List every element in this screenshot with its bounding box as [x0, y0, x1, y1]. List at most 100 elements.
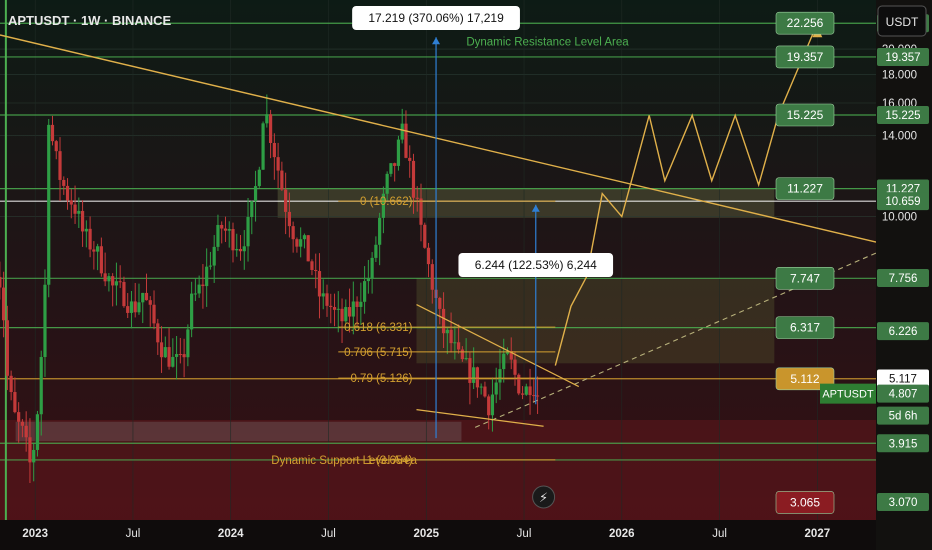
candle-body — [284, 189, 288, 212]
candle-body — [460, 349, 464, 360]
chart-badge-label: 19.357 — [787, 50, 824, 64]
chart-title: APTUSDT · 1W · BINANCE — [8, 13, 172, 28]
y-tick-label: 10.000 — [882, 212, 917, 224]
candle-body — [490, 394, 495, 416]
candle-body — [223, 228, 228, 231]
candle-body — [472, 367, 476, 383]
candle-body — [65, 185, 70, 201]
candle-body — [295, 239, 299, 247]
candle-body — [359, 301, 363, 307]
candle-body — [141, 292, 145, 303]
axis-badge-label: 10.659 — [885, 196, 920, 208]
fib-label: 0.706 (5.715) — [344, 347, 413, 359]
candle-body — [5, 320, 9, 376]
candle-body — [498, 369, 502, 383]
y-tick-label: 14.000 — [882, 130, 917, 142]
measure-arrow-mid — [531, 204, 540, 212]
candle-body — [156, 323, 160, 343]
x-tick-label: 2027 — [805, 528, 831, 540]
x-tick-label: 2023 — [22, 528, 48, 540]
resistance-trendline — [0, 34, 877, 243]
candle-body — [231, 229, 235, 251]
candle-body — [69, 200, 73, 205]
candle-body — [329, 305, 333, 308]
candle-body — [505, 351, 510, 354]
candle-body — [411, 160, 416, 198]
candle-body — [178, 354, 182, 356]
candle-body — [370, 257, 374, 279]
candle-body — [408, 157, 412, 161]
candle-body — [50, 124, 55, 142]
currency-button-label: USDT — [886, 15, 919, 29]
candles-layer — [0, 94, 540, 483]
candle-body — [193, 293, 197, 295]
candle-body — [419, 198, 423, 225]
axis-badge — [877, 322, 929, 341]
candle-body — [220, 224, 224, 229]
candle-body — [509, 351, 513, 360]
candle-body — [92, 249, 96, 252]
measure-arrow-top — [432, 37, 441, 45]
candle-body — [404, 123, 408, 158]
y-tick-label: 18.000 — [882, 70, 917, 82]
chart-badge — [775, 367, 835, 391]
candle-body — [73, 204, 77, 214]
symbol-tag-label: APTUSDT — [822, 389, 874, 401]
candle-body — [24, 425, 28, 438]
candle-body — [299, 239, 303, 247]
time-axis-panel — [0, 520, 876, 550]
candle-body — [317, 271, 322, 297]
candle-body — [62, 179, 66, 186]
wedge-lower-line — [416, 409, 544, 427]
candle-body — [494, 382, 498, 395]
candle-body — [396, 139, 401, 166]
chart-badge-label: 5.112 — [790, 372, 819, 386]
candle-body — [291, 226, 295, 240]
candle-body — [35, 414, 40, 450]
candle-body — [238, 248, 243, 252]
axis-badge — [877, 493, 929, 512]
x-tick-label: 2025 — [413, 528, 439, 540]
candle-body — [265, 114, 269, 124]
axis-badge — [877, 47, 929, 66]
axis-badge — [877, 105, 929, 124]
candle-body — [400, 123, 404, 140]
candle-body — [502, 353, 506, 370]
candle-body — [453, 342, 457, 344]
candle-body — [385, 173, 389, 194]
candle-body — [171, 356, 175, 367]
currency-button[interactable]: USDT — [877, 5, 927, 37]
resistance-area-label: Dynamic Resistance Level Area — [466, 36, 629, 48]
candle-body — [28, 437, 32, 463]
candle-body — [393, 163, 397, 166]
candle-body — [80, 210, 85, 232]
candle-body — [336, 308, 340, 310]
fib-label: 0.618 (6.331) — [344, 322, 413, 334]
candle-body — [58, 151, 62, 180]
candle-body — [77, 210, 81, 214]
candle-body — [122, 281, 126, 307]
candle-body — [235, 248, 239, 251]
chart-badge-label: 11.227 — [787, 182, 823, 196]
mid-zone — [416, 278, 775, 364]
candle-body — [475, 367, 480, 388]
axis-badge-label: 4.807 — [889, 389, 918, 401]
axis-badge-label: 5d 6h — [889, 411, 918, 423]
candle-body — [268, 114, 273, 144]
candle-body — [535, 395, 540, 397]
candle-body — [423, 224, 427, 248]
candle-body — [314, 269, 318, 272]
candle-body — [374, 244, 378, 258]
candle-body — [54, 141, 58, 152]
candle-body — [445, 329, 449, 334]
candle-body — [246, 217, 250, 247]
candle-body — [325, 293, 329, 306]
chart-badge-label: 15.225 — [787, 108, 824, 122]
candle-body — [32, 449, 36, 463]
chart-badge-label: 3.065 — [790, 495, 820, 509]
axis-badge-label: 7.756 — [889, 273, 918, 285]
chart-badge — [775, 177, 835, 200]
axis-badge-label: 6.226 — [889, 326, 918, 338]
candle-body — [205, 266, 209, 287]
